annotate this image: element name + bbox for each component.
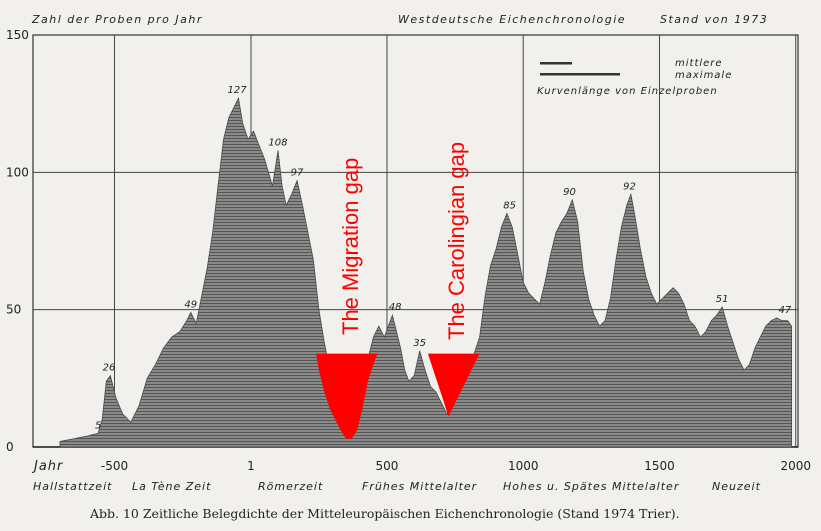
x-tick-label: 500 [376, 459, 399, 473]
legend-swatch-max [540, 73, 620, 76]
period-label: La Tène Zeit [132, 480, 211, 493]
peak-label: 97 [291, 168, 304, 179]
period-labels: Hallstattzeit La Tène Zeit Römerzeit Frühes… [33, 480, 761, 493]
peak-label: 26 [103, 363, 116, 374]
figure-caption: Abb. 10 Zeitliche Belegdichte der Mittel… [90, 506, 680, 521]
legend-mean-label: mittlere [675, 58, 723, 69]
peak-label: 108 [268, 137, 287, 148]
y-axis-ticks: 150 100 50 0 [6, 28, 29, 454]
carolingian-gap-highlight [427, 353, 480, 417]
y-tick-label: 0 [6, 440, 14, 454]
x-tick-label: 2000 [780, 459, 811, 473]
y-tick-label: 150 [6, 28, 29, 42]
peak-labels: 5 26 49 127 108 97 48 35 85 90 92 51 47 [95, 85, 792, 431]
legend-swatch-mean [540, 62, 572, 65]
peak-label: 47 [778, 305, 791, 316]
y-tick-label: 100 [6, 165, 29, 179]
peak-label: 85 [503, 201, 516, 212]
x-tick-label: 1000 [508, 459, 539, 473]
peak-label: 51 [716, 294, 729, 305]
chart-header-right: Stand von 1973 [660, 13, 768, 26]
peak-label: 49 [184, 299, 197, 310]
period-label: Römerzeit [258, 480, 323, 493]
series-area [59, 96, 793, 448]
y-tick-label: 50 [6, 303, 21, 317]
peak-label: 35 [413, 338, 426, 349]
legend-caption: Kurvenlänge von Einzelproben [537, 86, 718, 97]
carolingian-gap-label: The Carolingian gap [444, 142, 469, 340]
chart-header-left: Zahl der Proben pro Jahr [31, 13, 203, 26]
x-tick-label: 1500 [644, 459, 675, 473]
peak-label: 48 [389, 302, 402, 313]
peak-label: 127 [228, 85, 248, 96]
peak-label: 5 [95, 420, 101, 431]
x-tick-label: 1 [247, 459, 255, 473]
peak-label: 90 [563, 187, 576, 198]
migration-gap-label: The Migration gap [338, 158, 363, 335]
legend: mittlere maximale Kurvenlänge von Einzel… [537, 58, 732, 97]
data-area [59, 96, 793, 448]
period-label: Frühes Mittelalter [362, 480, 478, 493]
x-axis-label: Jahr [31, 459, 64, 474]
x-axis-ticks: -500 1 500 1000 1500 2000 [101, 459, 811, 473]
period-label: Hallstattzeit [33, 480, 112, 493]
migration-gap-highlight [316, 353, 378, 439]
legend-max-label: maximale [675, 70, 732, 81]
period-label: Hohes u. Spätes Mittelalter [503, 480, 680, 493]
gap-highlights [316, 353, 480, 439]
peak-label: 92 [623, 181, 636, 192]
x-tick-label: -500 [101, 459, 128, 473]
period-label: Neuzeit [712, 480, 761, 493]
chart-header-center: Westdeutsche Eichenchronologie [398, 13, 626, 26]
